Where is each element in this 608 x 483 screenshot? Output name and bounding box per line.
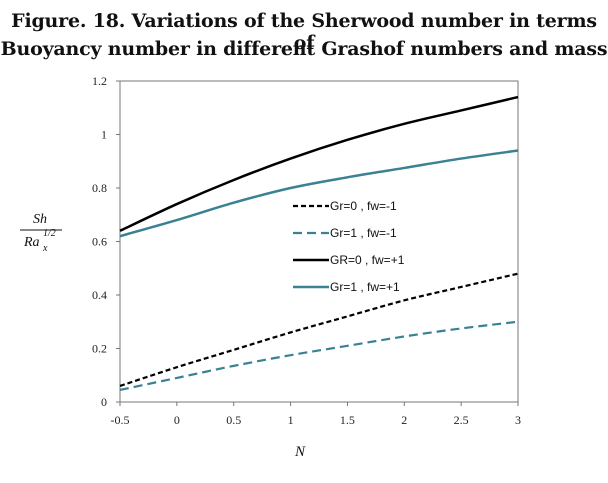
y-label-numerator: Sh <box>33 212 47 227</box>
axes <box>116 80 519 406</box>
y-tick-label: 0.4 <box>92 288 107 302</box>
plot-area-frame <box>119 80 519 403</box>
x-tick-label: 0.5 <box>226 413 241 427</box>
x-tick-label: 1 <box>288 413 294 427</box>
x-tick-label: -0.5 <box>111 413 130 427</box>
series-line-1 <box>119 272 519 387</box>
chart-title-line-1: Figure. 18. Variations of the Sherwood n… <box>11 10 597 54</box>
y-label-denominator: Ra <box>23 235 40 250</box>
y-tick-label: 0.8 <box>92 181 107 195</box>
y-tick-labels: 0 0.2 0.4 0.6 0.8 1 1.2 <box>92 74 107 409</box>
x-tick-label: 0 <box>174 413 180 427</box>
series-line-3 <box>119 95 519 232</box>
x-tick-label: 2.5 <box>454 413 469 427</box>
y-tick-label: 1 <box>101 128 107 142</box>
y-tick-label: 0.2 <box>92 342 107 356</box>
legend-label-1: Gr=0 , fw=-1 <box>330 199 397 213</box>
y-tick-label: 0.6 <box>92 235 107 249</box>
legend-label-2: Gr=1 , fw=-1 <box>330 226 397 240</box>
y-label-subscript: x <box>42 243 48 254</box>
x-tick-label: 2 <box>401 413 407 427</box>
series-line-2 <box>119 320 519 392</box>
y-tick-label: 0 <box>101 395 107 409</box>
legend: Gr=0 , fw=-1 Gr=1 , fw=-1 GR=0 , fw=+1 Gr=1… <box>293 199 405 294</box>
y-label-superscript: 1/2 <box>43 228 56 239</box>
legend-label-4: Gr=1 , fw=+1 <box>330 280 400 294</box>
legend-label-3: GR=0 , fw=+1 <box>330 253 405 267</box>
series-lines <box>119 95 519 392</box>
x-tick-label: 3 <box>515 413 521 427</box>
x-axis-label: N <box>294 444 306 460</box>
y-axis-label: Sh Ra 1/2 x <box>20 212 62 254</box>
series-line-4 <box>119 149 519 238</box>
x-tick-label: 1.5 <box>340 413 355 427</box>
x-tick-labels: -0.5 0 0.5 1 1.5 2 2.5 3 <box>111 413 522 427</box>
y-tick-label: 1.2 <box>92 74 107 88</box>
chart-title-line-2: Buoyancy number in different Grashof num… <box>0 38 608 60</box>
